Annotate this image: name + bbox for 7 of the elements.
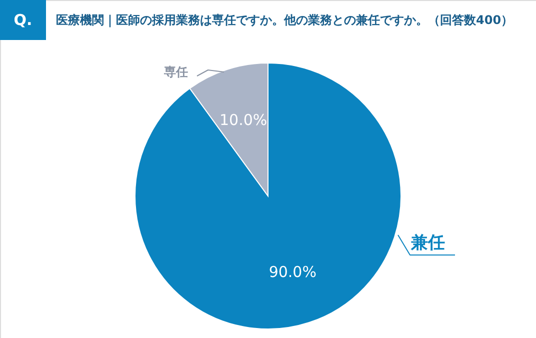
data-label: 90.0%	[268, 262, 316, 281]
chart-title: 医療機関｜医師の採用業務は専任ですか。他の業務との兼任ですか。（回答数400）	[56, 13, 514, 28]
text: Q.	[14, 11, 32, 29]
data-label: 10.0%	[220, 111, 268, 130]
slice-label: 専任	[163, 65, 188, 79]
slice-label: 兼任	[410, 233, 445, 253]
pie-slice	[134, 62, 402, 330]
